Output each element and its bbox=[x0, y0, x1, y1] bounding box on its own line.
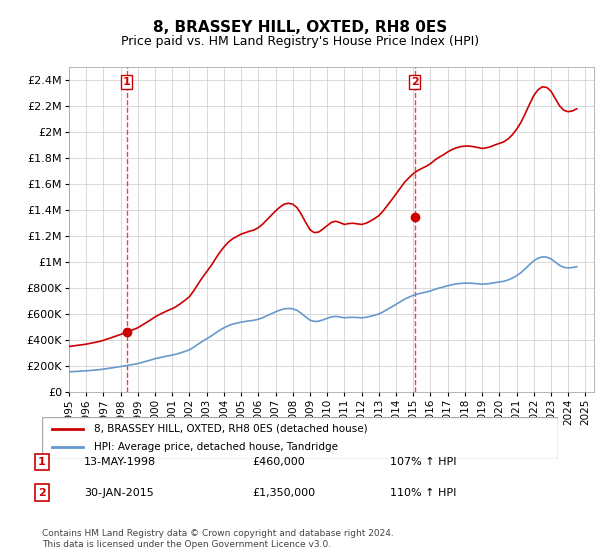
Text: 13-MAY-1998: 13-MAY-1998 bbox=[84, 457, 156, 467]
Text: 107% ↑ HPI: 107% ↑ HPI bbox=[390, 457, 457, 467]
Text: 2: 2 bbox=[38, 488, 46, 498]
Text: Price paid vs. HM Land Registry's House Price Index (HPI): Price paid vs. HM Land Registry's House … bbox=[121, 35, 479, 48]
Text: 1: 1 bbox=[123, 77, 131, 87]
Text: £1,350,000: £1,350,000 bbox=[252, 488, 315, 498]
Text: Contains HM Land Registry data © Crown copyright and database right 2024.
This d: Contains HM Land Registry data © Crown c… bbox=[42, 529, 394, 549]
Text: 8, BRASSEY HILL, OXTED, RH8 0ES: 8, BRASSEY HILL, OXTED, RH8 0ES bbox=[153, 20, 447, 35]
Text: £460,000: £460,000 bbox=[252, 457, 305, 467]
Text: 1: 1 bbox=[38, 457, 46, 467]
Text: 8, BRASSEY HILL, OXTED, RH8 0ES (detached house): 8, BRASSEY HILL, OXTED, RH8 0ES (detache… bbox=[94, 424, 367, 434]
Text: 110% ↑ HPI: 110% ↑ HPI bbox=[390, 488, 457, 498]
Text: 2: 2 bbox=[411, 77, 419, 87]
FancyBboxPatch shape bbox=[42, 417, 558, 459]
Text: HPI: Average price, detached house, Tandridge: HPI: Average price, detached house, Tand… bbox=[94, 442, 338, 452]
Text: 30-JAN-2015: 30-JAN-2015 bbox=[84, 488, 154, 498]
